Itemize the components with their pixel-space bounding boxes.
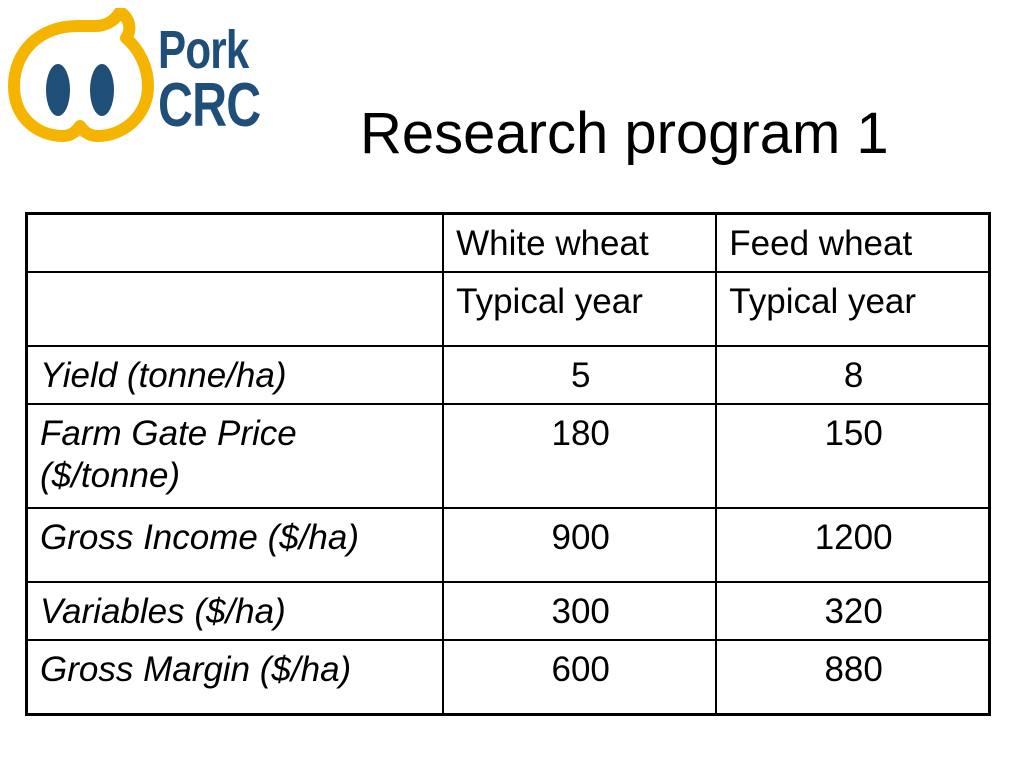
row-label: Variables ($/ha): [25, 581, 445, 641]
logo-emblem-icon: [8, 8, 154, 142]
logo-word-pork: Pork: [158, 20, 249, 80]
header-cell-white-wheat: White wheat: [442, 212, 718, 273]
header-cell-empty: [25, 212, 445, 273]
cell-white-value: 900: [442, 507, 718, 583]
page-title: Research program 1: [360, 101, 889, 166]
cell-feed-value: 880: [715, 639, 991, 716]
cell-white-value: 180: [442, 403, 718, 509]
pork-crc-logo: Pork CRC: [8, 8, 268, 148]
logo-wordmark: Pork CRC: [158, 20, 289, 140]
cell-feed-value: 1200: [715, 507, 991, 583]
cell-feed-value: 8: [715, 345, 991, 405]
table-row: Farm Gate Price ($/tonne) 180 150: [25, 403, 991, 509]
row-label: Yield (tonne/ha): [25, 345, 445, 405]
table-subheader-row: Typical year Typical year: [25, 271, 991, 347]
subheader-cell-empty: [25, 271, 445, 347]
table-header-row: White wheat Feed wheat: [25, 212, 991, 273]
row-label: Gross Margin ($/ha): [25, 639, 445, 716]
header-cell-feed-wheat: Feed wheat: [715, 212, 991, 273]
cell-feed-value: 150: [715, 403, 991, 509]
table-row: Variables ($/ha) 300 320: [25, 581, 991, 641]
row-label: Farm Gate Price ($/tonne): [25, 403, 445, 509]
cell-white-value: 600: [442, 639, 718, 716]
logo-word-crc: CRC: [158, 71, 261, 140]
row-label: Gross Income ($/ha): [25, 507, 445, 583]
subheader-cell-feed: Typical year: [715, 271, 991, 347]
subheader-cell-white: Typical year: [442, 271, 718, 347]
table-row: Yield (tonne/ha) 5 8: [25, 345, 991, 405]
gross-margin-table: White wheat Feed wheat Typical year Typi…: [25, 212, 991, 716]
cell-feed-value: 320: [715, 581, 991, 641]
table-row: Gross Margin ($/ha) 600 880: [25, 639, 991, 716]
cell-white-value: 5: [442, 345, 718, 405]
cell-white-value: 300: [442, 581, 718, 641]
table-row: Gross Income ($/ha) 900 1200: [25, 507, 991, 583]
